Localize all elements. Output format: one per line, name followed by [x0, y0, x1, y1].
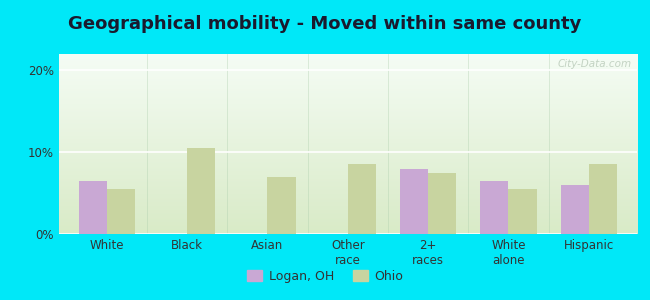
Text: City-Data.com: City-Data.com	[557, 59, 631, 69]
Legend: Logan, OH, Ohio: Logan, OH, Ohio	[242, 265, 408, 288]
Text: Geographical mobility - Moved within same county: Geographical mobility - Moved within sam…	[68, 15, 582, 33]
Bar	[187, 148, 215, 234]
Bar	[107, 189, 135, 234]
Bar	[79, 181, 107, 234]
Bar	[267, 177, 296, 234]
Bar	[400, 169, 428, 234]
Bar	[561, 185, 589, 234]
Bar	[508, 189, 536, 234]
Bar	[589, 164, 617, 234]
Bar	[428, 172, 456, 234]
Bar	[480, 181, 508, 234]
Bar	[348, 164, 376, 234]
